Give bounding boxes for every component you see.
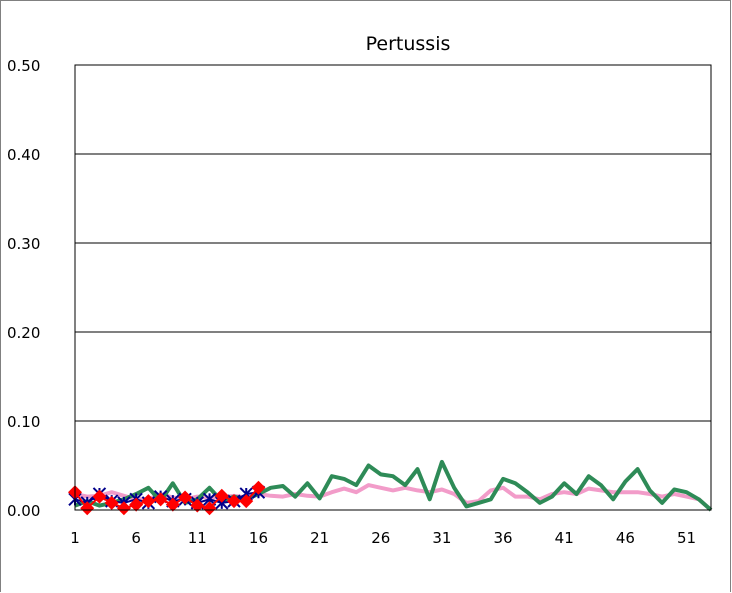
y-tick-label: 0.00 bbox=[7, 502, 40, 520]
x-tick-label: 1 bbox=[70, 529, 80, 547]
plot-area-border bbox=[74, 64, 712, 511]
data-point bbox=[92, 489, 107, 504]
data-point bbox=[129, 497, 144, 512]
x-tick-label: 41 bbox=[555, 529, 574, 547]
data-point bbox=[116, 501, 131, 516]
x-tick-label: 21 bbox=[310, 529, 329, 547]
x-tick-label: 31 bbox=[432, 529, 451, 547]
data-point bbox=[239, 494, 254, 509]
data-point bbox=[214, 488, 229, 503]
data-point bbox=[251, 480, 266, 495]
y-tick-label: 0.10 bbox=[7, 413, 40, 431]
data-point bbox=[178, 490, 193, 505]
data-point bbox=[153, 492, 168, 507]
data-point bbox=[202, 501, 217, 516]
data-point bbox=[80, 501, 95, 516]
x-tick-label: 6 bbox=[131, 529, 141, 547]
x-tick-label: 16 bbox=[249, 529, 268, 547]
data-point bbox=[141, 494, 156, 509]
series-line bbox=[74, 487, 260, 510]
x-tick-label: 26 bbox=[371, 529, 390, 547]
y-axis-ticks: 0.00 0.10 0.20 0.30 0.40 0.50 bbox=[7, 57, 40, 520]
y-tick-label: 0.40 bbox=[7, 146, 40, 164]
x-axis-ticks: 1 6 11 16 21 26 31 36 41 46 51 bbox=[70, 529, 696, 547]
y-tick-label: 0.50 bbox=[7, 57, 40, 75]
y-tick-label: 0.30 bbox=[7, 235, 40, 253]
x-tick-label: 36 bbox=[494, 529, 513, 547]
data-point bbox=[104, 495, 119, 510]
y-tick-label: 0.20 bbox=[7, 324, 40, 342]
series-layer bbox=[68, 459, 713, 516]
data-point bbox=[227, 494, 241, 509]
x-tick-label: 51 bbox=[677, 529, 696, 547]
chart-title: Pertussis bbox=[366, 33, 451, 55]
x-tick-label: 46 bbox=[616, 529, 635, 547]
data-point bbox=[190, 498, 205, 513]
gridlines bbox=[75, 64, 711, 422]
x-tick-label: 11 bbox=[188, 529, 207, 547]
data-point bbox=[165, 497, 180, 512]
